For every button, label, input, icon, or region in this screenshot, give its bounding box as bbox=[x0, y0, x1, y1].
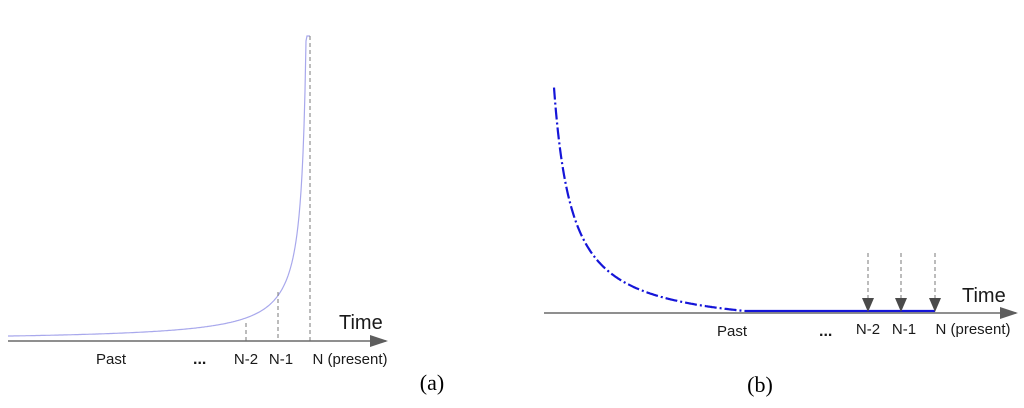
panel-b-tick-n-2: N-2 bbox=[856, 321, 880, 338]
panel-b-past-label: Past bbox=[717, 323, 748, 340]
panel-a-tick-n-2: N-2 bbox=[234, 351, 258, 368]
panel-b-curve bbox=[552, 87, 746, 313]
panel-b-axis-title: Time bbox=[962, 285, 1006, 307]
panel-a-tick-n-1: N-1 bbox=[269, 351, 293, 368]
panel-a-label: (a) bbox=[420, 370, 444, 395]
panel-a-past-label: Past bbox=[96, 351, 127, 368]
panel-b-ellipsis: ... bbox=[819, 323, 832, 340]
panel-a-ellipsis: ... bbox=[193, 351, 206, 368]
panel-b-label: (b) bbox=[747, 372, 773, 397]
panel-a-curve bbox=[8, 35, 310, 337]
panel-a-axis-title: Time bbox=[339, 312, 383, 334]
panel-b-tick-n: N (present) bbox=[935, 321, 1010, 338]
panel-b-tick-n-1: N-1 bbox=[892, 321, 916, 338]
panel-a: Time Past ... N-2 N-1 N (present) (a) bbox=[8, 35, 444, 395]
panel-b: Time Past ... N-2 N-1 N (present) (b) bbox=[544, 87, 1018, 397]
panel-a-tick-n: N (present) bbox=[312, 351, 387, 368]
